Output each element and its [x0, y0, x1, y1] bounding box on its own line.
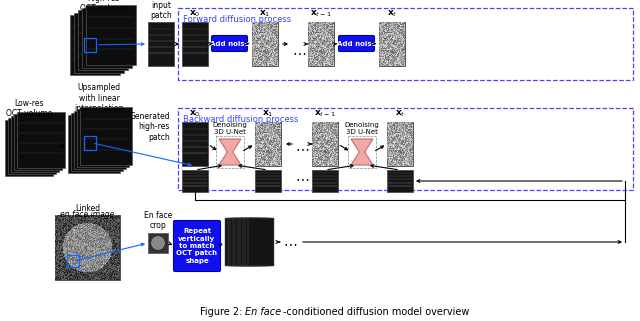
Text: Denoising
3D U-Net: Denoising 3D U-Net [344, 122, 380, 135]
Text: $\mathbf{x}_0$: $\mathbf{x}_0$ [189, 8, 201, 19]
Text: $\mathbf{x}_t$: $\mathbf{x}_t$ [395, 108, 405, 119]
Bar [255, 122, 281, 166]
FancyBboxPatch shape [211, 36, 248, 51]
Text: -conditioned diffusion model overview: -conditioned diffusion model overview [283, 307, 469, 317]
Circle shape [152, 237, 164, 249]
Bar [71, 113, 123, 171]
Bar [255, 170, 281, 192]
Bar [77, 109, 129, 167]
Text: En face
crop: En face crop [144, 211, 172, 230]
Bar [67, 255, 79, 267]
Bar [243, 218, 269, 266]
Bar [178, 8, 633, 80]
Bar [245, 218, 271, 266]
Bar [312, 122, 338, 166]
Bar [387, 170, 413, 192]
Text: Add noise: Add noise [210, 40, 249, 47]
Text: Add noise: Add noise [337, 40, 376, 47]
Text: $\cdots$: $\cdots$ [283, 236, 297, 250]
Bar [78, 10, 128, 70]
Text: Forward diffusion process: Forward diffusion process [183, 15, 291, 24]
Bar [148, 22, 174, 66]
Bar [55, 215, 120, 280]
Bar [84, 136, 96, 150]
Bar [240, 218, 266, 266]
Bar [230, 218, 256, 266]
Text: $\mathbf{x}_1$: $\mathbf{x}_1$ [262, 108, 274, 119]
Bar [348, 136, 376, 168]
Bar [252, 22, 278, 66]
Text: Linked: Linked [75, 204, 100, 213]
Text: $\mathbf{x}_{t-1}$: $\mathbf{x}_{t-1}$ [310, 8, 332, 19]
Bar [232, 218, 259, 266]
Bar [248, 218, 273, 266]
Bar [235, 218, 261, 266]
Bar [216, 136, 244, 168]
Text: Low-res
OCT volume: Low-res OCT volume [6, 99, 52, 118]
Text: En face: En face [245, 307, 281, 317]
Bar [8, 118, 56, 174]
Bar [182, 122, 208, 166]
Text: Backward diffusion process: Backward diffusion process [183, 115, 298, 124]
Text: en face image: en face image [60, 210, 115, 219]
Bar [70, 15, 120, 75]
Text: High-res
OCT volume: High-res OCT volume [80, 0, 126, 13]
Bar [80, 107, 132, 165]
Bar [17, 112, 65, 168]
Bar [74, 111, 126, 169]
Polygon shape [219, 139, 241, 165]
Text: $\cdots$: $\cdots$ [295, 171, 309, 185]
Bar [312, 170, 338, 192]
Text: $\mathbf{x}_1$: $\mathbf{x}_1$ [259, 8, 271, 19]
Bar [86, 5, 136, 65]
Text: $\mathbf{x}_{t-1}$: $\mathbf{x}_{t-1}$ [314, 108, 336, 119]
Bar [308, 22, 334, 66]
Text: $\mathbf{x}_0$: $\mathbf{x}_0$ [189, 108, 201, 119]
Text: Denoising
3D U-Net: Denoising 3D U-Net [212, 122, 248, 135]
Bar [227, 218, 253, 266]
Bar [387, 122, 413, 166]
Bar [178, 108, 633, 190]
Bar [182, 22, 208, 66]
FancyBboxPatch shape [339, 36, 374, 51]
Bar [5, 120, 53, 176]
Text: Generated
high-res
patch: Generated high-res patch [129, 112, 170, 142]
Text: Figure 2:: Figure 2: [200, 307, 245, 317]
Bar [14, 114, 62, 170]
Text: $\mathbf{x}_t$: $\mathbf{x}_t$ [387, 8, 397, 19]
Polygon shape [351, 139, 373, 165]
Text: $\cdots$: $\cdots$ [292, 45, 306, 59]
Text: Repeat
vertically
to match
OCT patch
shape: Repeat vertically to match OCT patch sha… [177, 228, 218, 264]
Bar [84, 38, 96, 52]
FancyBboxPatch shape [173, 221, 221, 272]
Bar [68, 115, 120, 173]
Text: High-res
input
patch: High-res input patch [145, 0, 177, 20]
Bar [379, 22, 405, 66]
Bar [148, 233, 168, 253]
Bar [82, 7, 132, 67]
Text: $\cdots$: $\cdots$ [295, 141, 309, 155]
Bar [182, 170, 208, 192]
Text: Upsampled
with linear
interpolation: Upsampled with linear interpolation [74, 83, 124, 113]
Bar [74, 13, 124, 73]
Bar [237, 218, 264, 266]
Bar [11, 116, 59, 172]
Bar [225, 218, 251, 266]
